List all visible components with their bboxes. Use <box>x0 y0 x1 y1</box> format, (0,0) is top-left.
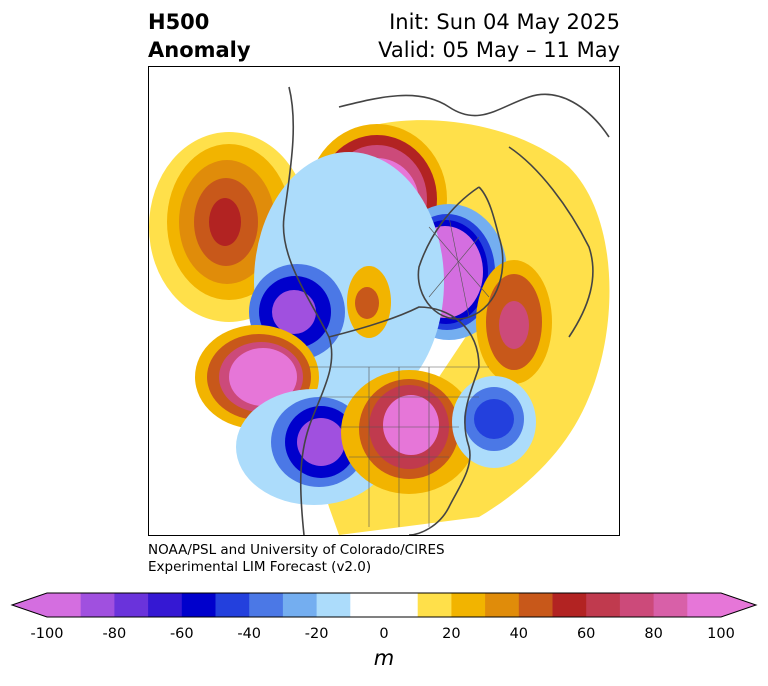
colorbar-cell <box>384 593 419 617</box>
colorbar-cell <box>181 593 216 617</box>
colorbar-cell <box>282 593 318 617</box>
colorbar-cell <box>215 593 250 617</box>
colorbar-cell <box>249 593 284 617</box>
coastline-east <box>328 306 480 535</box>
anomaly-contours <box>149 120 610 535</box>
coastline-arctic <box>338 93 610 138</box>
colorbar-units: m <box>373 646 395 670</box>
colorbar-cell <box>552 593 587 617</box>
colorbar-tick-label: 60 <box>576 626 596 642</box>
colorbar-tick-label: -100 <box>30 626 64 642</box>
colorbar-tick-label: 0 <box>379 626 389 642</box>
colorbar-tick-label: -60 <box>169 626 194 642</box>
anomaly-map <box>148 66 620 536</box>
colorbar-cell <box>619 593 655 617</box>
colorbar-cell <box>653 593 688 617</box>
colorbar-tick-label: -40 <box>237 626 262 642</box>
credit-line-2: Experimental LIM Forecast (v2.0) <box>148 559 372 575</box>
map-canvas <box>149 86 610 535</box>
colorbar-cell <box>350 593 385 617</box>
colorbar-min-arrow <box>12 593 47 617</box>
colorbar-cell <box>80 593 115 617</box>
colorbar-tick-label: -80 <box>102 626 127 642</box>
colorbar-cell <box>485 593 520 617</box>
colorbar-tick-label: 80 <box>644 626 663 642</box>
field-type: Anomaly <box>148 38 251 62</box>
coastlines <box>282 86 610 535</box>
valid-range: Valid: 05 May – 11 May <box>378 38 620 62</box>
colorbar-cells <box>47 593 722 617</box>
colorbar-cell <box>316 593 351 617</box>
credit-line-1: NOAA/PSL and University of Colorado/CIRE… <box>148 542 445 558</box>
init-date: Init: Sun 04 May 2025 <box>389 10 620 34</box>
colorbar-tick-label: 20 <box>442 626 461 642</box>
colorbar-max-arrow <box>721 593 756 617</box>
colorbar-cell <box>47 593 82 617</box>
colorbar-tick-label: 40 <box>509 626 529 642</box>
credit: NOAA/PSL and University of Colorado/CIRE… <box>148 542 445 576</box>
colorbar-cell <box>687 593 722 617</box>
colorbar-cell <box>148 593 183 617</box>
colorbar-cell <box>417 593 452 617</box>
coastline-west <box>282 86 333 535</box>
colorbar-tick-label: 100 <box>707 626 735 642</box>
field-name: H500 <box>148 10 210 34</box>
colorbar-cell <box>586 593 621 617</box>
coastline-asia <box>508 146 594 338</box>
colorbar <box>10 592 758 618</box>
coastline-europe <box>417 186 504 320</box>
map-title: H500 Anomaly <box>148 8 251 64</box>
political-borders <box>309 216 490 527</box>
colorbar-cell <box>114 593 149 617</box>
colorbar-cell <box>518 593 553 617</box>
colorbar-cell <box>451 593 486 617</box>
forecast-dates: Init: Sun 04 May 2025 Valid: 05 May – 11… <box>378 8 620 64</box>
colorbar-tick-label: -20 <box>304 626 329 642</box>
colorbar-outline <box>10 592 758 618</box>
